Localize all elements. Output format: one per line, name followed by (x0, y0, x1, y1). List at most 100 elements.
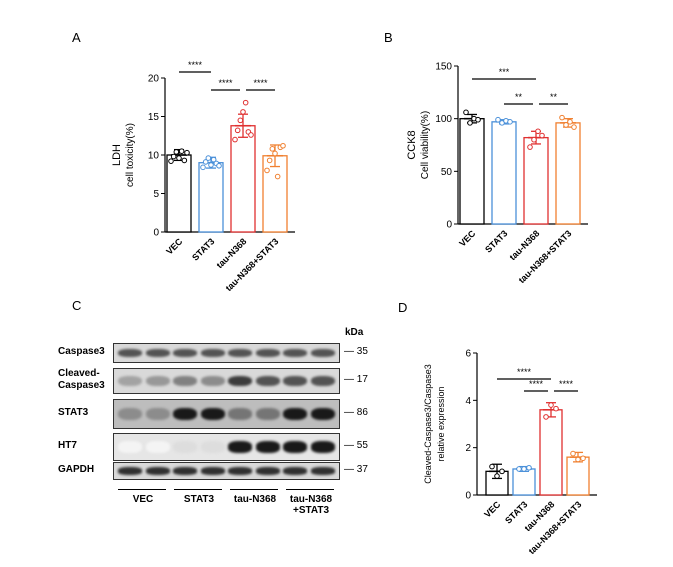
blot-band (145, 407, 170, 421)
y-axis-label: Cell viability(%) (420, 111, 431, 179)
y-tick-label: 50 (441, 167, 453, 178)
x-tick-label: tau-N368+STAT3 (527, 499, 584, 556)
blot-strip (113, 433, 340, 461)
blot-band (283, 375, 307, 387)
blot-band (283, 467, 307, 475)
data-point (526, 464, 532, 471)
bar (230, 125, 256, 233)
bar (198, 162, 224, 233)
blot-band (310, 375, 335, 387)
data-point (168, 158, 174, 164)
y-axis-label: Cleaved-Caspase3/Caspase3 (423, 364, 433, 484)
blot-band (118, 407, 142, 421)
molecular-weight-label: — 55 (344, 440, 368, 451)
molecular-weight-label: — 86 (344, 407, 368, 418)
blot-band-label: GAPDH (58, 464, 95, 475)
y-tick-label: 5 (153, 189, 159, 200)
group-label: tau-N368 (233, 494, 277, 505)
blot-band (200, 441, 225, 453)
blot-band (228, 407, 252, 421)
blot-band (145, 467, 170, 475)
kda-label: kDa (345, 327, 364, 338)
data-point (495, 116, 501, 123)
data-point (170, 153, 177, 160)
significance-label: **** (253, 78, 268, 88)
blot-band (283, 407, 307, 421)
data-point (173, 149, 180, 155)
data-point (202, 159, 209, 165)
group-underline (230, 489, 278, 490)
data-point (237, 117, 244, 124)
data-point (553, 405, 559, 412)
blot-band-label: Cleaved- Caspase3 (58, 368, 105, 391)
significance-label: **** (529, 379, 544, 389)
blot-band (200, 348, 225, 358)
blot-band (173, 407, 197, 421)
data-point (232, 136, 238, 143)
y-tick-label: 10 (148, 151, 160, 162)
y-tick-label: 0 (153, 228, 159, 239)
data-point (184, 149, 190, 156)
data-point (539, 132, 545, 139)
blot-band (255, 441, 280, 453)
data-point (531, 136, 537, 143)
data-point (559, 114, 565, 121)
data-point (205, 155, 212, 161)
data-point (266, 157, 273, 164)
blot-band (255, 407, 280, 421)
data-point (272, 150, 278, 157)
blot-band (283, 441, 307, 453)
data-point (570, 450, 576, 457)
x-tick-label: STAT3 (483, 228, 509, 254)
data-point (494, 473, 500, 479)
blot-band (310, 407, 335, 421)
significance-label: **** (218, 78, 233, 88)
group-underline (118, 489, 166, 490)
y-tick-label: 100 (435, 114, 452, 125)
bar (512, 468, 536, 496)
blot-band-label: STAT3 (58, 407, 89, 418)
data-point (499, 468, 505, 475)
data-point (535, 128, 541, 135)
significance-label: **** (559, 379, 574, 389)
significance-label: *** (499, 67, 510, 77)
data-point (234, 127, 241, 134)
group-label: VEC (132, 494, 154, 505)
data-point (280, 142, 286, 149)
x-tick-label: VEC (482, 499, 503, 520)
panel-label-c: C (72, 298, 82, 313)
data-point (475, 116, 481, 123)
data-point (181, 157, 188, 164)
x-tick-label: VEC (457, 228, 478, 249)
blot-strip (113, 343, 340, 363)
blot-band (255, 375, 280, 387)
blot-band (173, 441, 197, 453)
blot-band (118, 348, 142, 358)
y-tick-label: 0 (465, 491, 471, 502)
data-point (178, 148, 185, 154)
data-point (527, 144, 533, 150)
blot-band (255, 348, 280, 358)
data-point (269, 146, 276, 152)
blot-band (200, 375, 225, 387)
y-tick-label: 0 (446, 220, 452, 231)
y-axis-label: cell toxicity(%) (125, 123, 136, 187)
bar (539, 409, 563, 496)
blot-band (310, 467, 335, 475)
data-point (575, 456, 581, 463)
blot-band (173, 467, 197, 475)
x-tick-label: STAT3 (503, 499, 529, 525)
data-point (507, 119, 513, 125)
blot-band (255, 467, 280, 475)
blot-band (310, 348, 335, 358)
blot-band (173, 375, 197, 387)
blot-band (145, 348, 170, 358)
blot-band (228, 467, 252, 475)
y-tick-label: 15 (148, 112, 160, 123)
blot-band (145, 441, 170, 453)
data-point (176, 155, 182, 161)
data-point (467, 120, 473, 126)
y-tick-label: 4 (465, 396, 471, 407)
significance-label: ** (550, 92, 558, 102)
